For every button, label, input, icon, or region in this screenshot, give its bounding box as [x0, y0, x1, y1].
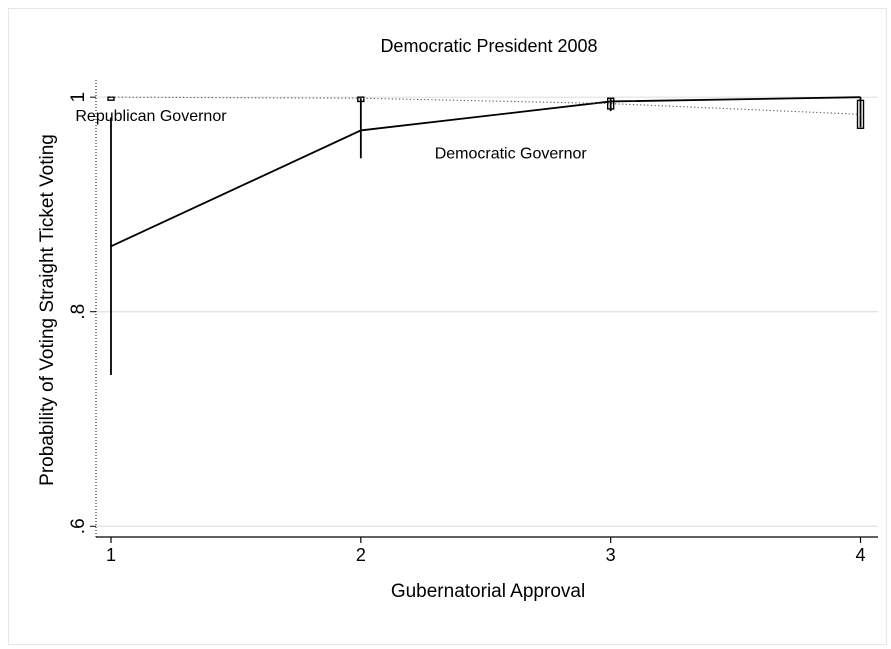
annotation-0: Republican Governor	[75, 108, 227, 125]
y-tick-label-0: .6	[68, 518, 89, 534]
y-tick-label-2: 1	[68, 92, 89, 103]
ci-box-1-1	[357, 96, 365, 103]
x-tick-label-2: 3	[606, 545, 616, 565]
y-tick-label-1: .8	[68, 304, 89, 320]
y-axis-label: Probability of Voting Straight Ticket Vo…	[37, 134, 58, 486]
x-tick-label-3: 4	[856, 545, 866, 565]
x-tick-label-0: 1	[106, 545, 116, 565]
confidence-intervals	[107, 96, 865, 376]
x-axis-label: Gubernatorial Approval	[391, 581, 585, 602]
series-line-1	[110, 96, 861, 115]
ci-box-1-2	[606, 97, 615, 110]
annotations: Republican Governor Democratic Governor	[75, 108, 587, 163]
ci-box-1-3	[856, 99, 865, 129]
x-tick-label-1: 2	[356, 545, 366, 565]
chart-title: Democratic President 2008	[380, 36, 597, 56]
axes: .6 .8 1 1 2 3 4	[68, 80, 878, 565]
chart-frame	[8, 8, 887, 645]
annotation-1: Democratic Governor	[435, 145, 588, 162]
series-lines	[110, 96, 861, 248]
series-line-0	[110, 96, 861, 248]
